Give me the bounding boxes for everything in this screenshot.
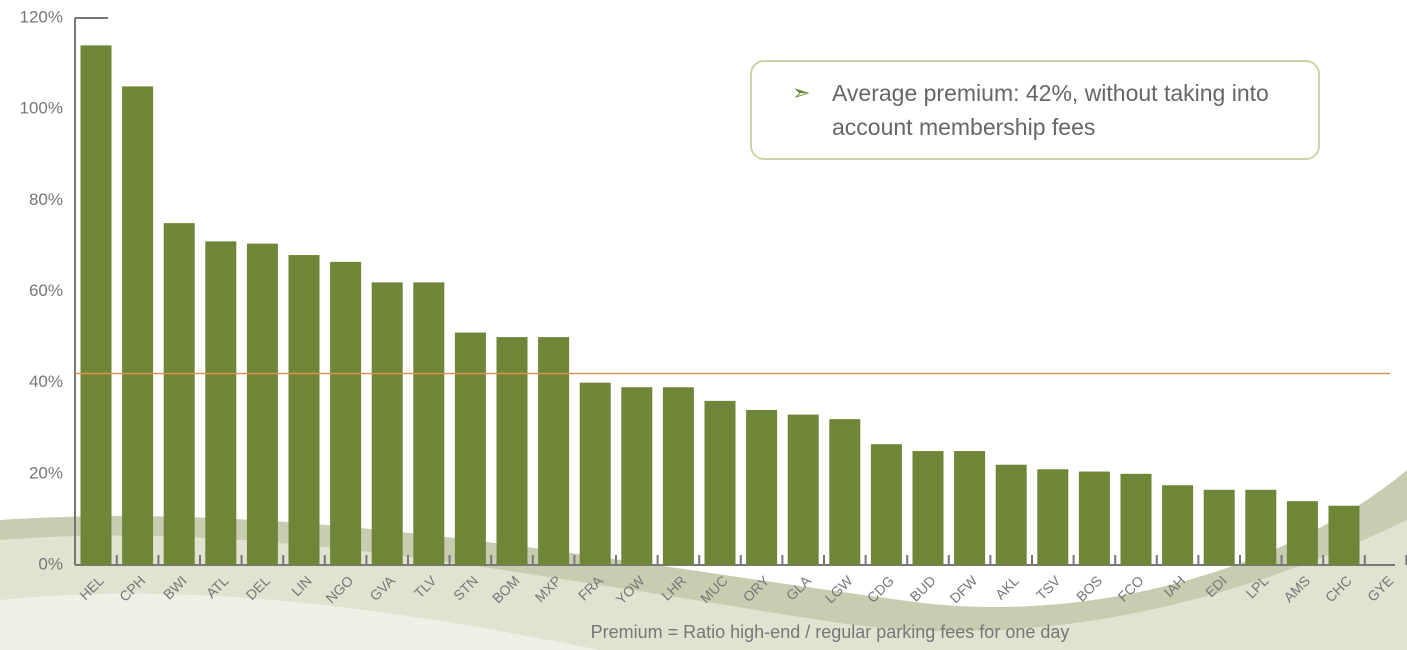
y-tick-label: 60% [29,281,63,300]
bar [1203,489,1235,565]
bar [1078,471,1110,565]
bar [413,282,445,565]
y-tick-label: 120% [20,7,63,26]
bar [1328,505,1360,565]
y-tick-label: 80% [29,190,63,209]
bar [330,261,362,565]
bar [621,387,653,565]
x-tick-label: AKL [992,572,1022,602]
x-tick-label: DFW [946,572,980,606]
bar [954,451,986,565]
bar [787,414,819,565]
bar [1120,473,1152,565]
x-tick-label: TSV [1033,572,1064,603]
bar [662,387,694,565]
bar [80,45,112,566]
bar [246,243,278,565]
y-tick-label: 0% [38,554,63,573]
annotation: Average premium: 42%, without taking int… [832,80,1269,140]
background-swoosh [0,593,600,650]
y-tick-label: 100% [20,99,63,118]
bar [912,451,944,565]
bar [746,410,778,565]
bar [1162,485,1194,565]
bar [829,419,861,565]
x-tick-label: BUD [907,572,939,604]
bar [995,464,1027,565]
bar [371,282,403,565]
bar [496,337,528,565]
bar [579,382,611,565]
bar [122,86,154,565]
bar [870,444,902,565]
bar [1037,469,1069,565]
bar [454,332,486,565]
bar [205,241,237,565]
bar [163,223,195,565]
bar [288,255,320,566]
bar [1286,501,1318,565]
annotation-box: ➣ Average premium: 42%, without taking in… [750,60,1320,160]
x-axis-label: Premium = Ratio high-end / regular parki… [591,622,1070,642]
bar [538,337,570,565]
bar [704,400,736,565]
bar [1245,489,1277,565]
arrow-icon: ➣ [792,80,811,105]
y-tick-label: 20% [29,463,63,482]
y-tick-label: 40% [29,372,63,391]
